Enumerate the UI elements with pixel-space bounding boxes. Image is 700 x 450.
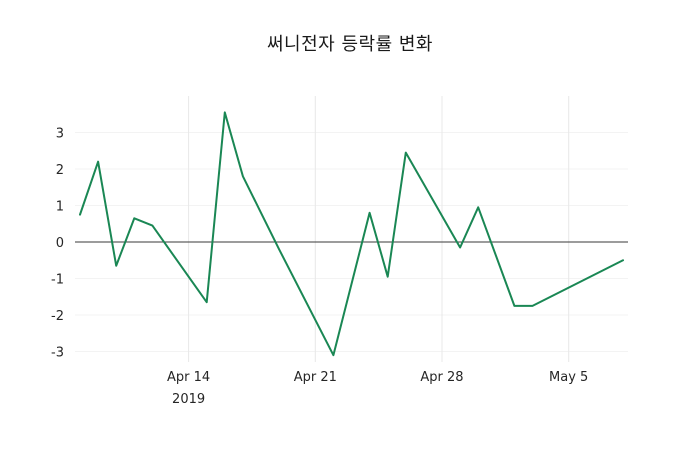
y-tick-label: -3 <box>51 346 64 361</box>
x-tick-year-label: 2019 <box>172 392 205 407</box>
x-tick-label: May 5 <box>549 370 588 385</box>
chart-title: 써니전자 등락률 변화 <box>267 34 433 55</box>
x-tick-label: Apr 21 <box>294 370 337 385</box>
y-tick-label: 3 <box>56 127 64 142</box>
y-tick-label: -2 <box>51 309 64 324</box>
y-tick-label: 2 <box>56 163 64 178</box>
data-series-line <box>79 111 624 357</box>
y-tick-label: -1 <box>51 273 64 288</box>
y-tick-label: 0 <box>56 236 64 251</box>
x-tick-label: Apr 14 <box>167 370 210 385</box>
x-tick-label: Apr 28 <box>420 370 463 385</box>
y-tick-label: 1 <box>56 200 64 215</box>
